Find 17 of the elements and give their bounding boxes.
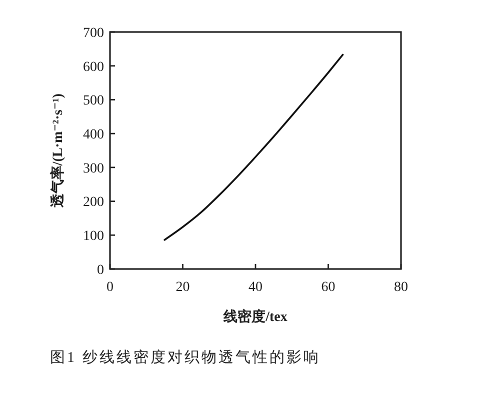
y-tick-label: 200	[83, 195, 104, 210]
x-axis-title: 线密度/tex	[222, 308, 288, 325]
x-tick-label: 80	[394, 280, 408, 295]
y-tick-label: 100	[83, 229, 104, 244]
y-tick-label: 600	[83, 60, 104, 75]
x-tick-label: 60	[321, 280, 336, 295]
x-tick-label: 40	[248, 280, 262, 295]
y-tick-label: 500	[83, 94, 104, 109]
text: 图1 纱线线密度对织物透气性的影响	[50, 349, 320, 366]
line-series	[164, 54, 344, 241]
y-axis-title: 透气率/(L·m⁻²·s⁻¹)	[49, 93, 66, 209]
y-tick-label: 0	[97, 262, 104, 278]
x-tick-label: 20	[176, 280, 190, 295]
y-tick-label: 300	[83, 161, 104, 176]
y-tick-label: 400	[83, 127, 104, 142]
x-tick-label: 0	[106, 280, 114, 295]
y-tick-label: 700	[83, 26, 104, 41]
